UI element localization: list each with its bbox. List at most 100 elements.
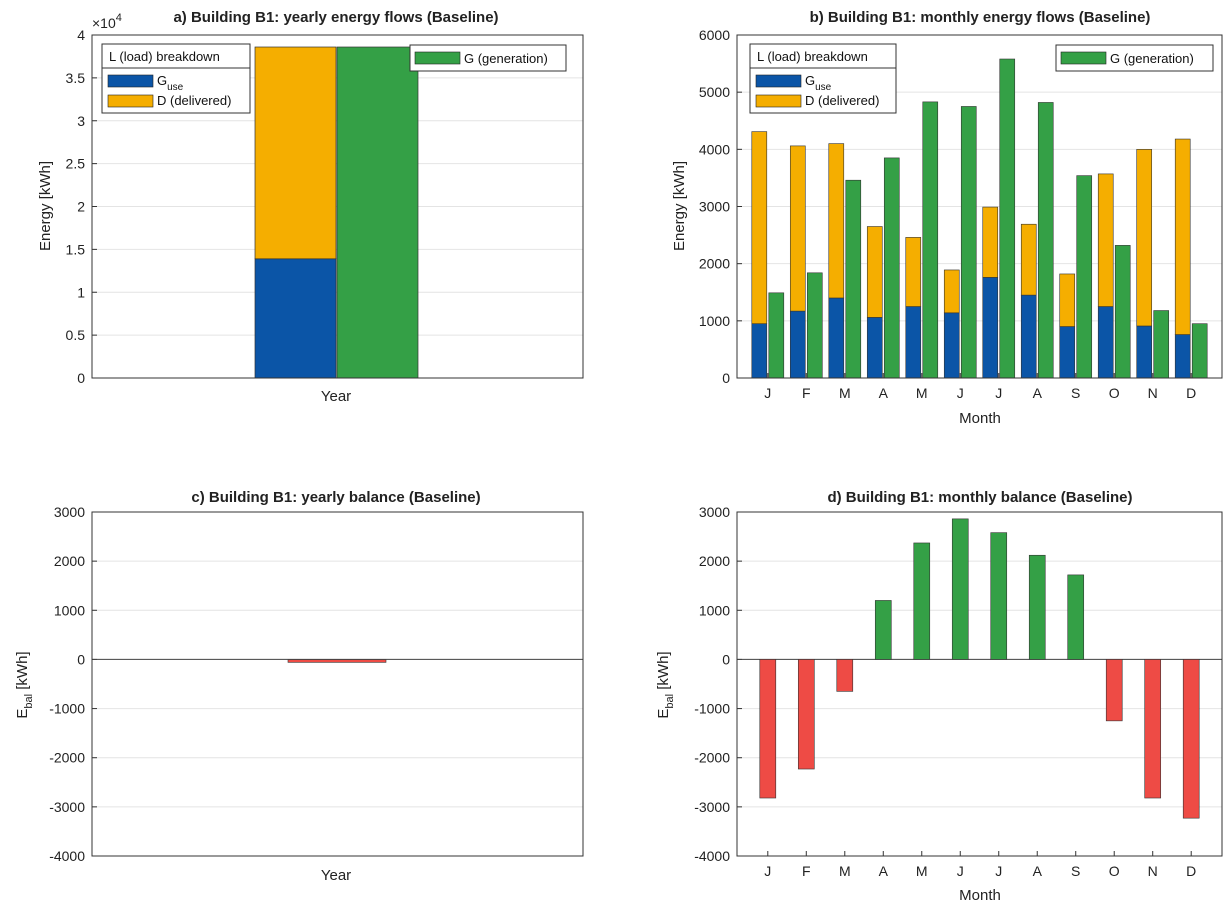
legend-label-delivered: D (delivered): [157, 93, 231, 108]
y-axis-label-subscript: bal: [23, 694, 35, 709]
bar-delivered: [982, 206, 999, 278]
y-tick-label: -3000: [49, 799, 85, 815]
y-tick-label: 0: [722, 370, 730, 386]
y-tick-label: 0: [77, 651, 85, 667]
legend-swatch-delivered: [107, 94, 154, 108]
bar-delivered: [1136, 149, 1153, 327]
panel-c-yearly-balance: c) Building B1: yearly balance (Baseline…: [14, 489, 584, 884]
bar-negative: [1182, 659, 1200, 819]
bar-delivered: [828, 143, 845, 299]
chart-title: b) Building B1: monthly energy flows (Ba…: [810, 9, 1151, 26]
x-tick-label: M: [839, 385, 851, 401]
x-tick-label: N: [1148, 385, 1158, 401]
y-tick-label: 5000: [699, 84, 730, 100]
panel-a-yearly-energy-flows: a) Building B1: yearly energy flows (Bas…: [37, 9, 584, 405]
bar-guse: [751, 323, 768, 379]
bar-negative: [797, 659, 815, 770]
y-axis-multiplier-base: ×10: [92, 15, 116, 31]
x-tick-label: D: [1186, 385, 1196, 401]
y-axis-label-unit: [kWh]: [14, 651, 31, 694]
plot-border: [91, 511, 584, 857]
y-tick-label: 1.5: [66, 241, 86, 257]
legend-label-delivered: D (delivered): [805, 93, 879, 108]
x-tick-label: M: [916, 863, 928, 879]
bar-generation: [768, 292, 785, 379]
plot-area: [737, 512, 1222, 856]
legend-label-guse-main: G: [157, 73, 167, 88]
y-tick-label: -1000: [694, 701, 730, 717]
plot-area: [92, 512, 583, 856]
bar-generation: [999, 58, 1016, 379]
bar-negative: [1144, 659, 1162, 799]
legend-label-guse-sub: use: [167, 82, 184, 93]
bar-guse: [943, 312, 960, 379]
bar-positive: [951, 518, 969, 660]
y-tick-label: 2.5: [66, 156, 86, 172]
x-tick-label: A: [879, 863, 889, 879]
bar-generation: [845, 179, 862, 379]
x-tick-label: J: [995, 863, 1002, 879]
bar-guse: [1174, 334, 1191, 379]
plot-border: [736, 34, 1223, 379]
bar-guse: [982, 277, 999, 379]
legend-swatch-guse: [107, 74, 154, 88]
legend-label-generation: G (generation): [464, 51, 548, 66]
legend-swatch-delivered: [755, 94, 802, 108]
y-tick-label: 1000: [699, 602, 730, 618]
bar-guse: [1059, 326, 1076, 379]
legend-swatch-generation: [1060, 51, 1107, 65]
y-tick-label: 4: [77, 27, 85, 43]
bar-guse: [828, 297, 845, 379]
bar-delivered: [943, 269, 960, 314]
y-tick-label: 1000: [699, 313, 730, 329]
y-axis-multiplier: ×104: [92, 12, 122, 31]
x-tick-label: M: [839, 863, 851, 879]
bar-generation: [1037, 102, 1054, 379]
x-tick-label: J: [957, 385, 964, 401]
x-tick-label: F: [802, 863, 811, 879]
chart-title: d) Building B1: monthly balance (Baselin…: [827, 489, 1132, 506]
x-axis-label: Year: [321, 388, 351, 405]
x-tick-label: J: [957, 863, 964, 879]
x-tick-label: A: [1033, 863, 1043, 879]
bar-delivered: [866, 226, 883, 318]
y-tick-label: 0: [722, 651, 730, 667]
y-tick-label: 3000: [699, 504, 730, 520]
y-axis-label: Energy [kWh]: [37, 161, 54, 251]
y-axis-label: Ebal [kWh]: [14, 651, 35, 718]
y-tick-label: 1: [77, 284, 85, 300]
bar-guse: [866, 317, 883, 379]
bar-generation: [883, 157, 900, 379]
bar-delivered: [751, 131, 768, 324]
y-tick-label: 1000: [54, 602, 85, 618]
legend-load-title: L (load) breakdown: [109, 49, 220, 64]
bar-generation: [1076, 175, 1093, 379]
bar-generation: [336, 46, 419, 379]
y-tick-label: 3: [77, 113, 85, 129]
y-tick-label: 0.5: [66, 327, 86, 343]
bar-generation: [1114, 245, 1131, 379]
x-tick-label: J: [995, 385, 1002, 401]
bar-positive: [1067, 574, 1085, 660]
bar-guse: [1020, 294, 1037, 379]
x-axis-label: Month: [959, 887, 1001, 904]
x-tick-label: F: [802, 385, 811, 401]
bar-delivered: [1097, 173, 1114, 307]
legend-swatch-guse: [755, 74, 802, 88]
bar-positive: [1028, 554, 1046, 660]
bar-generation: [922, 101, 939, 379]
x-tick-label: J: [764, 863, 771, 879]
y-tick-label: 0: [77, 370, 85, 386]
legend-label-guse: Guse: [157, 73, 184, 93]
y-tick-label: -2000: [49, 750, 85, 766]
x-tick-label: S: [1071, 863, 1080, 879]
panel-d-monthly-balance: d) Building B1: monthly balance (Baselin…: [655, 489, 1223, 904]
y-tick-label: -2000: [694, 750, 730, 766]
y-axis-label-subscript: bal: [664, 694, 676, 709]
y-tick-label: -1000: [49, 701, 85, 717]
x-tick-label: A: [1033, 385, 1043, 401]
legend-label-guse-main: G: [805, 73, 815, 88]
y-axis-label-main: E: [655, 709, 672, 719]
y-tick-label: 2000: [699, 256, 730, 272]
